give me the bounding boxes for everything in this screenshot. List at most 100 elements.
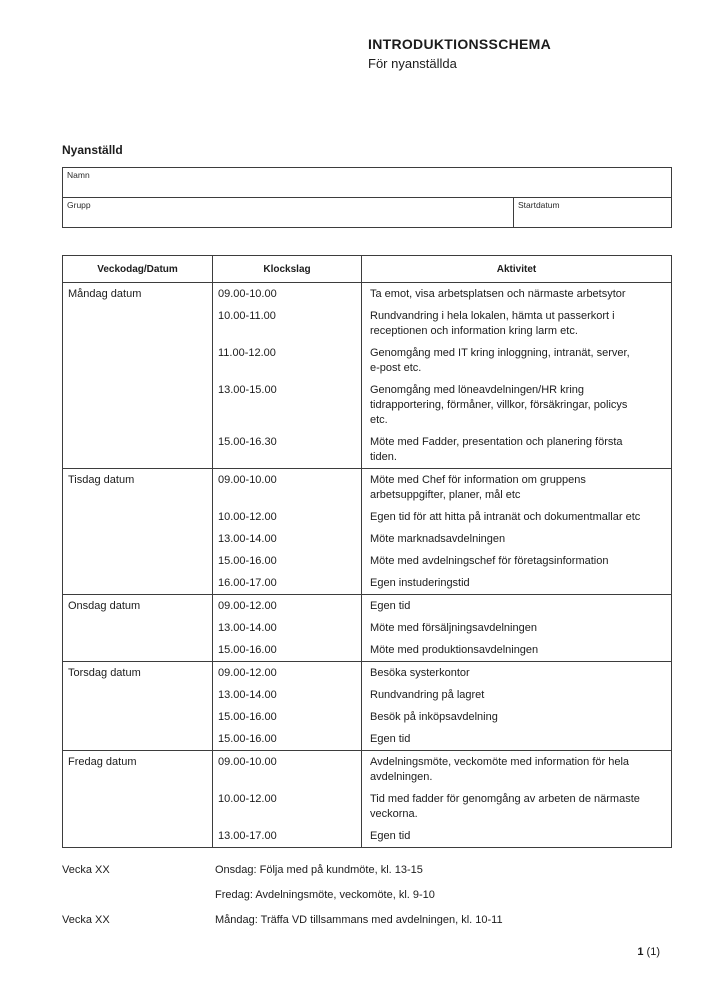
schedule-table: Veckodag/Datum Klockslag Aktivitet Månda… xyxy=(62,255,672,848)
column-header-activity: Aktivitet xyxy=(496,264,537,275)
column-header-time: Klockslag xyxy=(213,256,362,282)
week-note-line: Fredag: Avdelningsmöte, veckomöte, kl. 9… xyxy=(215,889,435,901)
day-group-monday: Måndag datum 09.00-10.00 Ta emot, visa a… xyxy=(63,283,671,468)
activity-text: Möte med Fadder, presentation och planer… xyxy=(370,436,623,463)
day-label: Torsdag datum xyxy=(63,662,213,750)
schedule-entry: 10.00-12.00 Tid med fadder för genomgång… xyxy=(213,788,671,825)
week-label: Vecka XX xyxy=(62,914,110,926)
activity-text: Rundvandring på lagret xyxy=(370,689,485,701)
activity-text: Avdelningsmöte, veckomöte med informatio… xyxy=(370,756,630,783)
schedule-entry: 13.00-14.00 Möte marknadsavdelningen xyxy=(213,528,671,550)
time-slot: 09.00-10.00 xyxy=(213,469,362,506)
start-date-field[interactable]: Startdatum xyxy=(514,198,671,227)
activity-text: Egen tid xyxy=(370,830,411,842)
time-slot: 15.00-16.00 xyxy=(213,706,362,728)
name-field-label: Namn xyxy=(67,170,90,180)
activity-text: Egen tid för att hitta på intranät och d… xyxy=(370,511,641,523)
schedule-entry: 15.00-16.00 Besök på inköpsavdelning xyxy=(213,706,671,728)
activity-text: Rundvandring i hela lokalen, hämta ut pa… xyxy=(370,310,615,337)
time-slot: 13.00-17.00 xyxy=(213,825,362,847)
page-title: INTRODUKTIONSSCHEMA xyxy=(368,36,552,52)
employee-form-table: Namn Grupp Startdatum xyxy=(62,167,672,228)
schedule-entry: 09.00-12.00 Besöka systerkontor xyxy=(213,662,671,684)
week-note-line: Onsdag: Följa med på kundmöte, kl. 13-15 xyxy=(215,864,423,876)
weekly-notes: Vecka XX Onsdag: Följa med på kundmöte, … xyxy=(62,862,672,937)
page-number-current: 1 xyxy=(637,946,644,958)
schedule-entry: 13.00-15.00 Genomgång med löneavdelninge… xyxy=(213,379,671,431)
activity-text: Möte med avdelningschef för företagsinfo… xyxy=(370,555,609,567)
group-field[interactable]: Grupp xyxy=(63,198,514,227)
activity-text: Möte med försäljningsavdelningen xyxy=(370,622,537,634)
name-field[interactable]: Namn xyxy=(63,168,671,197)
schedule-entry: 15.00-16.00 Egen tid xyxy=(213,728,671,750)
day-group-tuesday: Tisdag datum 09.00-10.00 Möte med Chef f… xyxy=(63,468,671,594)
activity-text: Besöka systerkontor xyxy=(370,667,470,679)
time-slot: 11.00-12.00 xyxy=(213,342,362,379)
activity-text: Egen tid xyxy=(370,733,411,745)
schedule-entry: 13.00-14.00 Möte med försäljningsavdelni… xyxy=(213,617,671,639)
title-block: INTRODUKTIONSSCHEMA För nyanställda xyxy=(368,36,551,71)
schedule-entry: 13.00-14.00 Rundvandring på lagret xyxy=(213,684,671,706)
group-field-label: Grupp xyxy=(67,200,91,210)
time-slot: 10.00-11.00 xyxy=(213,305,362,342)
time-slot: 13.00-14.00 xyxy=(213,528,362,550)
time-slot: 15.00-16.30 xyxy=(213,431,362,468)
day-entries: 09.00-12.00 Egen tid 13.00-14.00 Möte me… xyxy=(213,595,671,661)
activity-text: Möte marknadsavdelningen xyxy=(370,533,506,545)
time-slot: 16.00-17.00 xyxy=(213,572,362,594)
schedule-entry: 10.00-11.00 Rundvandring i hela lokalen,… xyxy=(213,305,671,342)
schedule-entry: 15.00-16.30 Möte med Fadder, presentatio… xyxy=(213,431,671,468)
activity-text: Genomgång med löneavdelningen/HR kring t… xyxy=(370,384,628,426)
schedule-entry: 09.00-10.00 Ta emot, visa arbetsplatsen … xyxy=(213,283,671,305)
week-note-line: Måndag: Träffa VD tillsammans med avdeln… xyxy=(215,914,503,926)
schedule-entry: 09.00-10.00 Möte med Chef för informatio… xyxy=(213,469,671,506)
day-group-friday: Fredag datum 09.00-10.00 Avdelningsmöte,… xyxy=(63,750,671,847)
schedule-entry: 09.00-12.00 Egen tid xyxy=(213,595,671,617)
activity-text: Möte med Chef för information om gruppen… xyxy=(370,474,586,501)
weekly-note: Vecka XX Onsdag: Följa med på kundmöte, … xyxy=(62,862,672,912)
day-label: Måndag datum xyxy=(63,283,213,468)
activity-text: Ta emot, visa arbetsplatsen och närmaste… xyxy=(370,288,626,300)
day-group-thursday: Torsdag datum 09.00-12.00 Besöka systerk… xyxy=(63,661,671,750)
week-label: Vecka XX xyxy=(62,864,110,876)
activity-text: Egen tid xyxy=(370,600,411,612)
form-row-name: Namn xyxy=(63,168,671,198)
day-entries: 09.00-12.00 Besöka systerkontor 13.00-14… xyxy=(213,662,671,750)
week-note-lines: Måndag: Träffa VD tillsammans med avdeln… xyxy=(215,912,672,937)
week-note-lines: Onsdag: Följa med på kundmöte, kl. 13-15… xyxy=(215,862,672,912)
schedule-header-row: Veckodag/Datum Klockslag Aktivitet xyxy=(63,256,671,283)
day-label: Fredag datum xyxy=(63,751,213,847)
page-number: 1 (1) xyxy=(637,946,660,958)
time-slot: 15.00-16.00 xyxy=(213,550,362,572)
activity-text: Tid med fadder för genomgång av arbeten … xyxy=(370,793,640,820)
time-slot: 09.00-12.00 xyxy=(213,595,362,617)
time-slot: 13.00-14.00 xyxy=(213,684,362,706)
schedule-entry: 16.00-17.00 Egen instuderingstid xyxy=(213,572,671,594)
schedule-entry: 13.00-17.00 Egen tid xyxy=(213,825,671,847)
time-slot: 10.00-12.00 xyxy=(213,506,362,528)
time-slot: 15.00-16.00 xyxy=(213,639,362,661)
day-label: Onsdag datum xyxy=(63,595,213,661)
day-entries: 09.00-10.00 Möte med Chef för informatio… xyxy=(213,469,671,594)
time-slot: 10.00-12.00 xyxy=(213,788,362,825)
weekly-note: Vecka XX Måndag: Träffa VD tillsammans m… xyxy=(62,912,672,937)
schedule-entry: 10.00-12.00 Egen tid för att hitta på in… xyxy=(213,506,671,528)
time-slot: 13.00-14.00 xyxy=(213,617,362,639)
time-slot: 09.00-10.00 xyxy=(213,283,362,305)
activity-text: Besök på inköpsavdelning xyxy=(370,711,498,723)
form-row-group-startdate: Grupp Startdatum xyxy=(63,198,671,227)
schedule-entry: 09.00-10.00 Avdelningsmöte, veckomöte me… xyxy=(213,751,671,788)
activity-text: Egen instuderingstid xyxy=(370,577,470,589)
time-slot: 13.00-15.00 xyxy=(213,379,362,431)
schedule-entry: 15.00-16.00 Möte med avdelningschef för … xyxy=(213,550,671,572)
time-slot: 09.00-10.00 xyxy=(213,751,362,788)
employee-form-heading: Nyanställd xyxy=(62,143,123,157)
schedule-entry: 11.00-12.00 Genomgång med IT kring inlog… xyxy=(213,342,671,379)
start-date-field-label: Startdatum xyxy=(518,200,560,210)
day-label: Tisdag datum xyxy=(63,469,213,594)
activity-text: Genomgång med IT kring inloggning, intra… xyxy=(370,347,630,374)
day-entries: 09.00-10.00 Ta emot, visa arbetsplatsen … xyxy=(213,283,671,468)
day-entries: 09.00-10.00 Avdelningsmöte, veckomöte me… xyxy=(213,751,671,847)
page-number-total: (1) xyxy=(646,946,660,958)
